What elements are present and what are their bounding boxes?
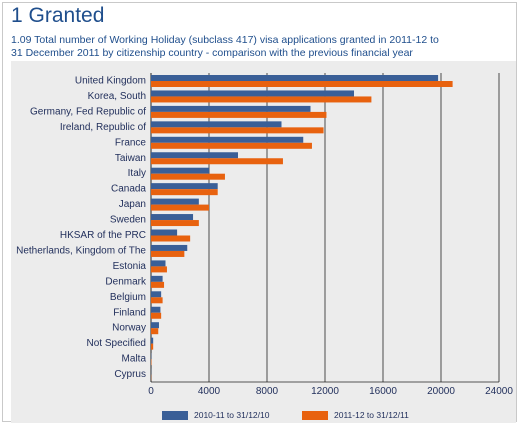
bar-series-2 <box>151 220 199 227</box>
bar-series-1 <box>151 244 188 251</box>
bar-series-2 <box>151 281 165 288</box>
bar-series-2 <box>151 173 225 180</box>
page-title: 1 Granted <box>11 4 105 27</box>
category-label: Canada <box>111 184 146 195</box>
bar-series-1 <box>151 183 218 190</box>
category-label: Estonia <box>113 261 147 272</box>
bar-series-1 <box>151 275 163 282</box>
bar-series-2 <box>151 204 209 211</box>
bar-series-2 <box>151 189 218 196</box>
x-tick-label: 8000 <box>256 386 279 397</box>
legend-label-series-1: 2010-11 to 31/12/10 <box>194 410 270 420</box>
bar-series-2 <box>151 266 167 273</box>
bar-series-1 <box>151 152 238 159</box>
category-label: Belgium <box>110 292 146 303</box>
bar-series-2 <box>151 81 453 87</box>
x-tick-label: 20000 <box>427 386 455 397</box>
bar-series-1 <box>151 322 159 329</box>
bar-series-2 <box>151 297 163 304</box>
legend-swatch-series-1 <box>162 411 188 420</box>
bar-series-2 <box>151 250 185 257</box>
chart-subtitle-line-1: 1.09 Total number of Working Holiday (su… <box>11 34 439 46</box>
bar-series-1 <box>151 90 354 97</box>
x-tick-label: 16000 <box>369 386 397 397</box>
page-frame: 1 Granted 1.09 Total number of Working H… <box>2 2 517 423</box>
bar-series-2 <box>151 158 283 165</box>
bar-series-1 <box>151 214 194 221</box>
x-tick-label: 24000 <box>485 386 513 397</box>
bar-series-2 <box>151 312 162 319</box>
bar-series-2 <box>151 328 159 335</box>
category-label: Sweden <box>110 215 146 226</box>
category-label: Netherlands, Kingdom of The <box>16 245 146 256</box>
x-tick-label: 12000 <box>311 386 339 397</box>
category-label: Ireland, Republic of <box>60 122 146 133</box>
category-label: Finland <box>113 307 146 318</box>
category-label: Korea, South <box>88 91 146 102</box>
bar-series-1 <box>151 337 154 344</box>
bar-series-2 <box>151 235 191 242</box>
bar-series-1 <box>151 75 439 81</box>
category-label: Denmark <box>105 276 147 287</box>
legend-swatch-series-2 <box>302 411 328 420</box>
x-tick-label: 0 <box>148 386 154 397</box>
category-label: Italy <box>128 168 146 179</box>
category-label: Germany, Fed Republic of <box>30 106 146 117</box>
bar-series-1 <box>151 136 304 143</box>
chart-subtitle-line-2: 31 December 2011 by citizenship country … <box>11 47 413 59</box>
category-label: United Kingdom <box>75 76 146 87</box>
chart-legend: 2010-11 to 31/12/10 2011-12 to 31/12/11 <box>11 407 516 423</box>
category-label: HKSAR of the PRC <box>60 230 146 241</box>
category-label: Not Specified <box>87 338 146 349</box>
bar-chart: 0 4000 8000 12000 16000 20000 24000 United King… <box>16 73 513 397</box>
chart-panel: 0 4000 8000 12000 16000 20000 24000 United King… <box>11 61 516 423</box>
x-tick-label: 4000 <box>198 386 221 397</box>
bar-series-2 <box>151 343 154 350</box>
bar-series-2 <box>151 142 312 149</box>
bar-series-2 <box>151 127 324 134</box>
bar-series-2 <box>151 96 372 103</box>
category-label: Japan <box>119 199 146 210</box>
bar-series-1 <box>151 306 161 313</box>
category-label: France <box>115 137 147 148</box>
category-label: Cyprus <box>114 369 146 380</box>
bar-series-1 <box>151 198 199 205</box>
bar-series-1 <box>151 167 209 174</box>
category-label: Malta <box>122 354 147 365</box>
category-label: Norway <box>112 323 146 334</box>
bar-series-1 <box>151 105 311 112</box>
bar-series-1 <box>151 121 282 128</box>
bar-series-1 <box>151 291 162 298</box>
bar-series-1 <box>151 260 166 267</box>
bar-series-1 <box>151 229 178 236</box>
legend-label-series-2: 2011-12 to 31/12/11 <box>334 410 409 420</box>
bar-series-2 <box>151 111 327 118</box>
category-label: Taiwan <box>115 153 146 164</box>
